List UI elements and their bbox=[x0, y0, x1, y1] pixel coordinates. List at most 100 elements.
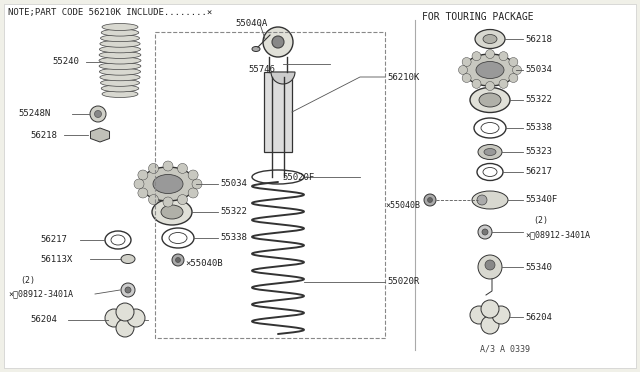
Text: 55248N: 55248N bbox=[18, 109, 51, 119]
Ellipse shape bbox=[252, 46, 260, 51]
Circle shape bbox=[116, 319, 134, 337]
Text: NOTE;PART CODE 56210K INCLUDE........×: NOTE;PART CODE 56210K INCLUDE........× bbox=[8, 8, 212, 17]
Text: 56204: 56204 bbox=[30, 315, 57, 324]
Ellipse shape bbox=[475, 29, 505, 48]
Text: 55340F: 55340F bbox=[525, 196, 557, 205]
Text: 56113X: 56113X bbox=[40, 254, 72, 263]
Text: 56217: 56217 bbox=[525, 167, 552, 176]
Circle shape bbox=[424, 194, 436, 206]
Text: (2): (2) bbox=[533, 217, 548, 225]
Text: ×55040B: ×55040B bbox=[185, 260, 223, 269]
Ellipse shape bbox=[99, 68, 141, 75]
Circle shape bbox=[177, 195, 188, 205]
Ellipse shape bbox=[152, 199, 192, 225]
Circle shape bbox=[482, 229, 488, 235]
Text: 55040A: 55040A bbox=[235, 19, 268, 29]
Text: 55323: 55323 bbox=[525, 148, 552, 157]
Ellipse shape bbox=[100, 35, 140, 42]
Ellipse shape bbox=[470, 87, 510, 112]
Ellipse shape bbox=[141, 167, 195, 201]
Text: 55034: 55034 bbox=[525, 65, 552, 74]
Text: 56218: 56218 bbox=[30, 131, 57, 140]
Circle shape bbox=[481, 316, 499, 334]
Circle shape bbox=[121, 283, 135, 297]
Circle shape bbox=[188, 188, 198, 198]
Ellipse shape bbox=[121, 254, 135, 263]
Circle shape bbox=[116, 303, 134, 321]
Circle shape bbox=[485, 260, 495, 270]
Circle shape bbox=[188, 170, 198, 180]
Ellipse shape bbox=[101, 85, 139, 92]
Text: 55020F: 55020F bbox=[283, 173, 315, 182]
Ellipse shape bbox=[100, 40, 140, 47]
Text: 56204: 56204 bbox=[525, 312, 552, 321]
Circle shape bbox=[492, 306, 510, 324]
FancyBboxPatch shape bbox=[264, 72, 292, 152]
Circle shape bbox=[499, 79, 508, 89]
Text: A/3 A 0339: A/3 A 0339 bbox=[480, 345, 530, 354]
Ellipse shape bbox=[100, 74, 140, 81]
Ellipse shape bbox=[102, 90, 138, 97]
Text: 55322: 55322 bbox=[220, 208, 247, 217]
Circle shape bbox=[472, 52, 481, 61]
Text: 55034: 55034 bbox=[220, 180, 247, 189]
Polygon shape bbox=[90, 128, 109, 142]
Ellipse shape bbox=[99, 46, 141, 53]
Circle shape bbox=[90, 106, 106, 122]
Circle shape bbox=[263, 27, 293, 57]
Circle shape bbox=[462, 74, 471, 83]
Text: 55338: 55338 bbox=[525, 124, 552, 132]
Text: 55338: 55338 bbox=[220, 234, 247, 243]
Ellipse shape bbox=[102, 23, 138, 31]
Ellipse shape bbox=[99, 62, 141, 70]
Circle shape bbox=[513, 65, 522, 74]
Ellipse shape bbox=[101, 29, 139, 36]
Circle shape bbox=[509, 58, 518, 67]
Circle shape bbox=[470, 306, 488, 324]
Circle shape bbox=[125, 287, 131, 293]
Ellipse shape bbox=[100, 79, 140, 86]
Text: 55322: 55322 bbox=[525, 96, 552, 105]
Text: 55020R: 55020R bbox=[387, 278, 419, 286]
Ellipse shape bbox=[479, 93, 501, 107]
Ellipse shape bbox=[99, 51, 141, 58]
Circle shape bbox=[486, 81, 495, 90]
Circle shape bbox=[95, 110, 102, 118]
Text: 55240: 55240 bbox=[52, 58, 79, 67]
Ellipse shape bbox=[483, 35, 497, 44]
Circle shape bbox=[138, 170, 148, 180]
Circle shape bbox=[175, 257, 180, 263]
Circle shape bbox=[477, 195, 487, 205]
Circle shape bbox=[272, 36, 284, 48]
Circle shape bbox=[462, 58, 471, 67]
Text: FOR TOURING PACKAGE: FOR TOURING PACKAGE bbox=[422, 12, 534, 22]
Circle shape bbox=[134, 179, 144, 189]
Circle shape bbox=[127, 309, 145, 327]
Circle shape bbox=[172, 254, 184, 266]
Circle shape bbox=[148, 163, 159, 173]
FancyBboxPatch shape bbox=[4, 4, 636, 368]
Text: ×ⓝ08912-3401A: ×ⓝ08912-3401A bbox=[8, 289, 73, 298]
Ellipse shape bbox=[99, 57, 141, 64]
Circle shape bbox=[509, 74, 518, 83]
Text: ×55040B: ×55040B bbox=[385, 201, 420, 209]
Text: 56210K: 56210K bbox=[387, 73, 419, 81]
Text: 55746: 55746 bbox=[248, 64, 275, 74]
Ellipse shape bbox=[472, 191, 508, 209]
Circle shape bbox=[472, 79, 481, 89]
Circle shape bbox=[105, 309, 123, 327]
Circle shape bbox=[478, 255, 502, 279]
Circle shape bbox=[428, 198, 433, 202]
Circle shape bbox=[478, 225, 492, 239]
Circle shape bbox=[499, 52, 508, 61]
Ellipse shape bbox=[478, 144, 502, 160]
Circle shape bbox=[163, 161, 173, 171]
Text: 56218: 56218 bbox=[525, 35, 552, 44]
Ellipse shape bbox=[476, 61, 504, 78]
Circle shape bbox=[163, 197, 173, 207]
Circle shape bbox=[192, 179, 202, 189]
Wedge shape bbox=[271, 72, 295, 84]
Text: 56217: 56217 bbox=[40, 235, 67, 244]
Text: 55340: 55340 bbox=[525, 263, 552, 272]
Circle shape bbox=[177, 163, 188, 173]
